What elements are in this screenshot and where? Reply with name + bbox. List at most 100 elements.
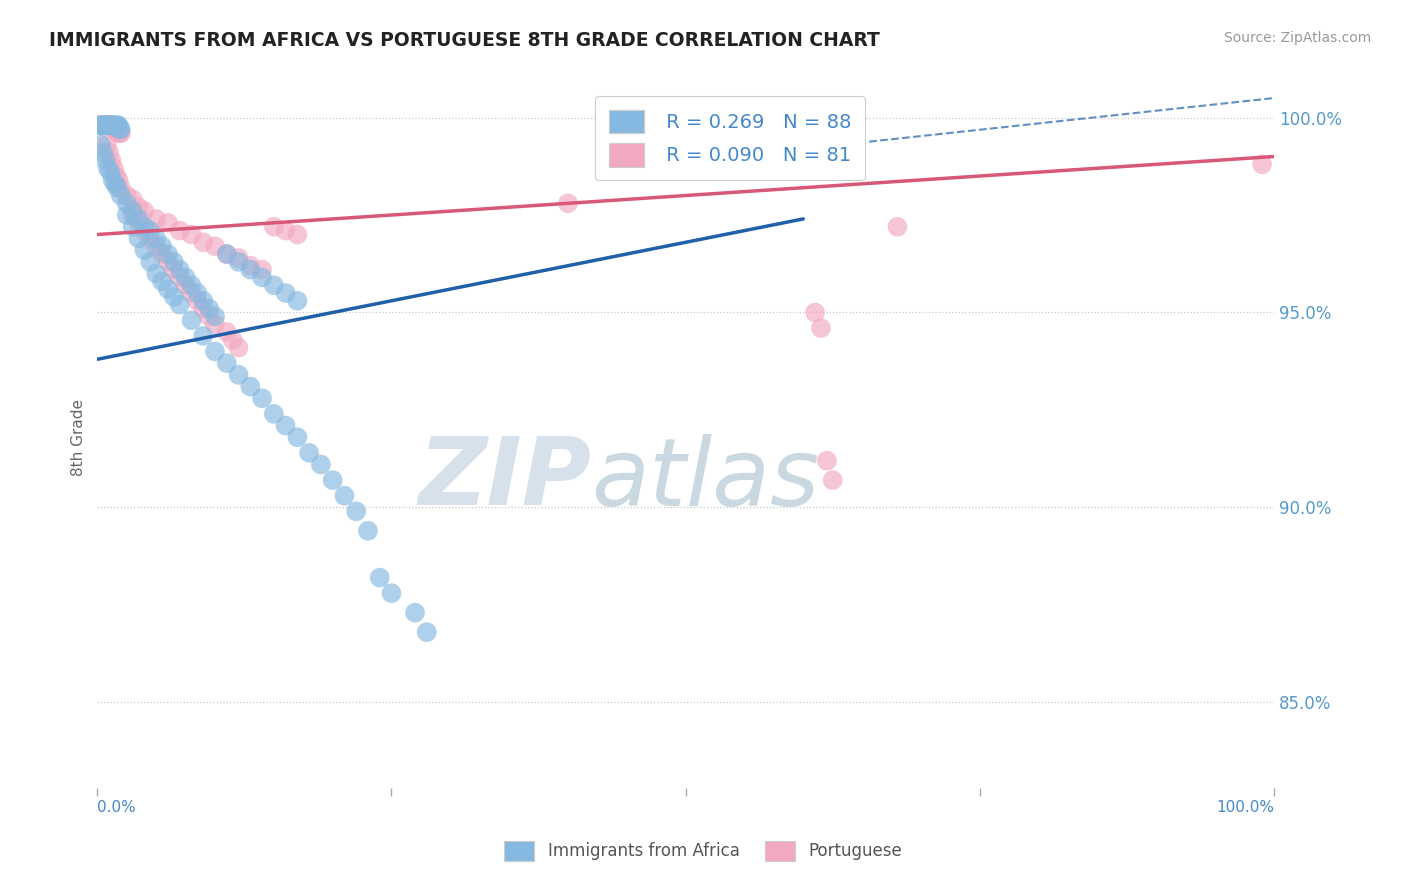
Text: 100.0%: 100.0% [1216,800,1274,814]
Point [215,247,238,261]
Point [156,247,179,261]
Point [228,368,250,382]
Text: Source: ZipAtlas.com: Source: ZipAtlas.com [1223,31,1371,45]
Point [163,262,186,277]
Point [169,270,191,285]
Point [128,211,150,226]
Point [204,317,226,331]
Point [274,224,297,238]
Point [104,177,127,191]
Point [263,278,285,293]
Point [98,119,121,133]
Point [128,200,150,214]
Point [239,379,262,393]
Point [98,165,121,179]
Point [274,418,297,433]
Point [96,119,118,133]
Point [180,278,202,293]
Point [145,231,167,245]
Point [263,407,285,421]
Point [121,208,143,222]
Point [169,224,191,238]
Point [416,625,439,640]
Legend:  R = 0.269   N = 88,  R = 0.090   N = 81: R = 0.269 N = 88, R = 0.090 N = 81 [595,96,865,180]
Text: atlas: atlas [592,434,820,524]
Point [215,247,238,261]
Point [163,254,186,268]
Point [98,145,121,160]
Point [139,231,162,245]
Point [91,119,114,133]
Point [215,356,238,370]
Point [134,224,156,238]
Point [89,119,111,133]
Point [145,211,167,226]
Point [821,473,844,487]
Point [103,161,125,176]
Point [134,243,156,257]
Point [357,524,380,538]
Point [134,204,156,219]
Point [90,119,112,133]
Point [108,126,131,140]
Text: IMMIGRANTS FROM AFRICA VS PORTUGUESE 8TH GRADE CORRELATION CHART: IMMIGRANTS FROM AFRICA VS PORTUGUESE 8TH… [49,31,880,50]
Point [110,122,132,136]
Point [134,219,156,234]
Point [239,259,262,273]
Point [150,247,173,261]
Point [1251,157,1274,171]
Point [221,333,243,347]
Point [128,216,150,230]
Point [94,119,117,133]
Point [309,458,332,472]
Point [100,119,122,133]
Point [886,219,908,234]
Point [96,119,118,133]
Point [368,571,391,585]
Point [287,227,309,242]
Point [104,119,127,133]
Y-axis label: 8th Grade: 8th Grade [72,399,86,475]
Point [156,254,179,268]
Point [204,310,226,324]
Point [156,282,179,296]
Point [103,122,125,136]
Point [198,301,221,316]
Point [263,219,285,234]
Point [93,119,115,133]
Point [804,305,827,319]
Point [815,453,838,467]
Point [101,119,124,133]
Point [97,161,120,176]
Point [91,119,114,133]
Point [198,310,221,324]
Point [93,119,115,133]
Point [105,122,128,136]
Point [344,504,367,518]
Point [169,298,191,312]
Point [98,119,121,133]
Point [298,446,321,460]
Point [145,239,167,253]
Point [98,119,121,133]
Point [105,119,128,133]
Text: 0.0%: 0.0% [97,800,136,814]
Point [105,122,128,136]
Point [100,119,122,133]
Point [91,119,114,133]
Point [163,290,186,304]
Point [98,119,121,133]
Point [121,219,143,234]
Point [193,301,215,316]
Point [121,204,143,219]
Point [90,119,112,133]
Point [557,196,579,211]
Point [287,430,309,444]
Point [90,137,112,152]
Point [250,270,273,285]
Point [204,239,226,253]
Point [186,293,208,308]
Point [108,122,131,136]
Point [250,262,273,277]
Point [228,251,250,265]
